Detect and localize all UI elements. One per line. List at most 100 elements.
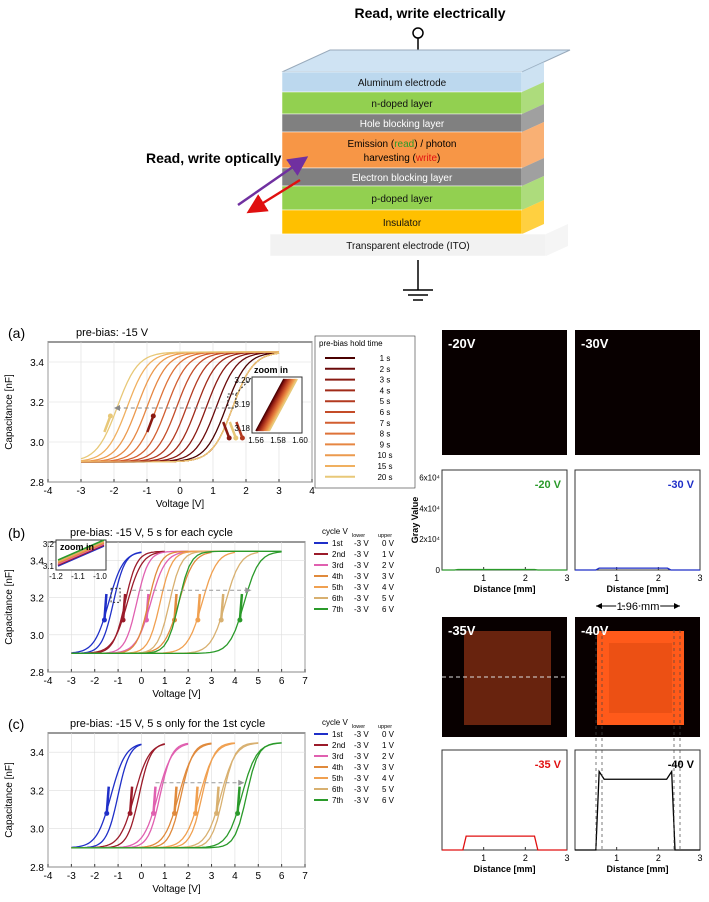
x-tick-label: 2: [185, 871, 191, 882]
cycle-arrow-head: [128, 811, 133, 816]
y-tick-label: 3.2: [30, 398, 44, 409]
stack-layer-label-2: Hole blocking layer: [360, 119, 445, 130]
legend-entry: 4 s: [380, 386, 391, 395]
profile-x-label: Distance [mm]: [606, 584, 668, 594]
legend-upper: 6 V: [382, 605, 395, 614]
legend-upper: 5 V: [382, 594, 395, 603]
x-tick-label: 6: [279, 676, 285, 687]
legend-cycle: 2nd: [332, 741, 345, 750]
aluminum-top-face: [282, 50, 570, 72]
x-tick-label: -2: [90, 871, 99, 882]
stack-layer-label-1: n-doped layer: [371, 99, 433, 110]
x-tick-label: -4: [44, 871, 53, 882]
profile-x-tick-label: 1: [481, 573, 486, 583]
emission-core-3: [609, 643, 672, 713]
stack-top-label: Read, write electrically: [355, 5, 506, 21]
profile-y-tick: 6x10⁴: [419, 474, 440, 483]
cycle-arrow-head: [237, 618, 242, 623]
legend-entry: 3 s: [380, 376, 391, 385]
legend-lower: -3 V: [354, 572, 369, 581]
x-tick-label: 5: [255, 676, 261, 687]
legend-upper: 5 V: [382, 785, 395, 794]
stack-layer-label-5: p-doped layer: [371, 194, 433, 205]
image-label-1: -30V: [581, 336, 609, 351]
cycle-arrow-head: [214, 811, 219, 816]
legend-cycle: 7th: [332, 605, 343, 614]
x-axis-label: Voltage [V]: [152, 884, 201, 895]
image-label-0: -20V: [448, 336, 476, 351]
cycle-arrow-head: [219, 618, 224, 623]
legend-upper: 1 V: [382, 741, 395, 750]
profile-x-tick-label: 2: [656, 573, 661, 583]
x-tick-label: 4: [232, 871, 238, 882]
x-tick-label: 2: [243, 486, 249, 497]
emission-glow-2: [464, 631, 551, 725]
legend-cycle: 4th: [332, 763, 343, 772]
profile-x-tick-label: 1: [481, 853, 486, 863]
cycle-arrow-head: [235, 811, 240, 816]
x-tick-label: 1: [162, 676, 168, 687]
cycle-arrow-head: [193, 811, 198, 816]
inset-x-tick: 1.60: [292, 436, 308, 445]
legend-entry: 20 s: [377, 473, 392, 482]
y-tick-label: 3.2: [30, 594, 44, 605]
profile-x-tick-label: 3: [564, 573, 569, 583]
x-tick-label: 7: [302, 871, 308, 882]
x-tick-label: -1: [114, 871, 123, 882]
legend-cycle: 2nd: [332, 550, 345, 559]
inset-y-tick: 3.20: [234, 376, 250, 385]
legend-cycle: 5th: [332, 774, 343, 783]
stack-svg: Read, write electrically Aluminum electr…: [0, 0, 709, 310]
x-tick-label: 6: [279, 871, 285, 882]
y-tick-label: 3.0: [30, 825, 44, 836]
legend-upper: 3 V: [382, 572, 395, 581]
direction-arrow-head: [233, 436, 238, 441]
top-terminal: [413, 28, 423, 38]
stack-label-part: ): [437, 153, 440, 164]
dimension-head-left: [596, 603, 602, 609]
legend-upper: 4 V: [382, 774, 395, 783]
inset-y-tick: 3.19: [234, 400, 250, 409]
profile-x-tick-label: 3: [697, 853, 702, 863]
x-axis-label: Voltage [V]: [152, 689, 201, 700]
panel-letter: (c): [8, 716, 24, 732]
y-tick-label: 2.8: [30, 478, 44, 489]
y-axis-label: Capacitance [nF]: [4, 374, 15, 450]
cycle-arrow-head: [195, 618, 200, 623]
profile-x-tick-label: 1: [614, 573, 619, 583]
inset-x-tick: -1.0: [93, 572, 107, 581]
inset-x-tick: 1.58: [270, 436, 286, 445]
x-tick-label: 0: [177, 486, 183, 497]
legend-cycle: 6th: [332, 785, 343, 794]
legend-lower: -3 V: [354, 539, 369, 548]
image-label-2: -35V: [448, 623, 476, 638]
x-tick-label: 3: [209, 676, 215, 687]
image-label-3: -40V: [581, 623, 609, 638]
x-tick-label: -4: [44, 676, 53, 687]
panel-title: pre-bias: -15 V, 5 s only for the 1st cy…: [70, 718, 265, 730]
x-tick-label: 1: [162, 871, 168, 882]
x-tick-label: -2: [90, 676, 99, 687]
profile-x-label: Distance [mm]: [606, 864, 668, 874]
cycle-arrow-head: [172, 811, 177, 816]
y-tick-label: 2.8: [30, 668, 44, 679]
direction-arrow-head: [108, 414, 113, 419]
stack-layer-label-7: Transparent electrode (ITO): [346, 241, 469, 252]
stack-label-part: Emission (: [348, 139, 395, 150]
legend-upper: 2 V: [382, 561, 395, 570]
dimension-head-right: [674, 603, 680, 609]
legend-lower: -3 V: [354, 605, 369, 614]
stack-layer-label-3: Emission (read) / photon: [348, 139, 457, 150]
x-tick-label: 0: [139, 676, 145, 687]
legend-upper: 1 V: [382, 550, 395, 559]
y-tick-label: 3.4: [30, 358, 44, 369]
profile-tag-3: -40 V: [668, 759, 695, 771]
legend-header: cycle V: [322, 527, 348, 536]
inset-y-tick: 3.1: [43, 562, 55, 571]
